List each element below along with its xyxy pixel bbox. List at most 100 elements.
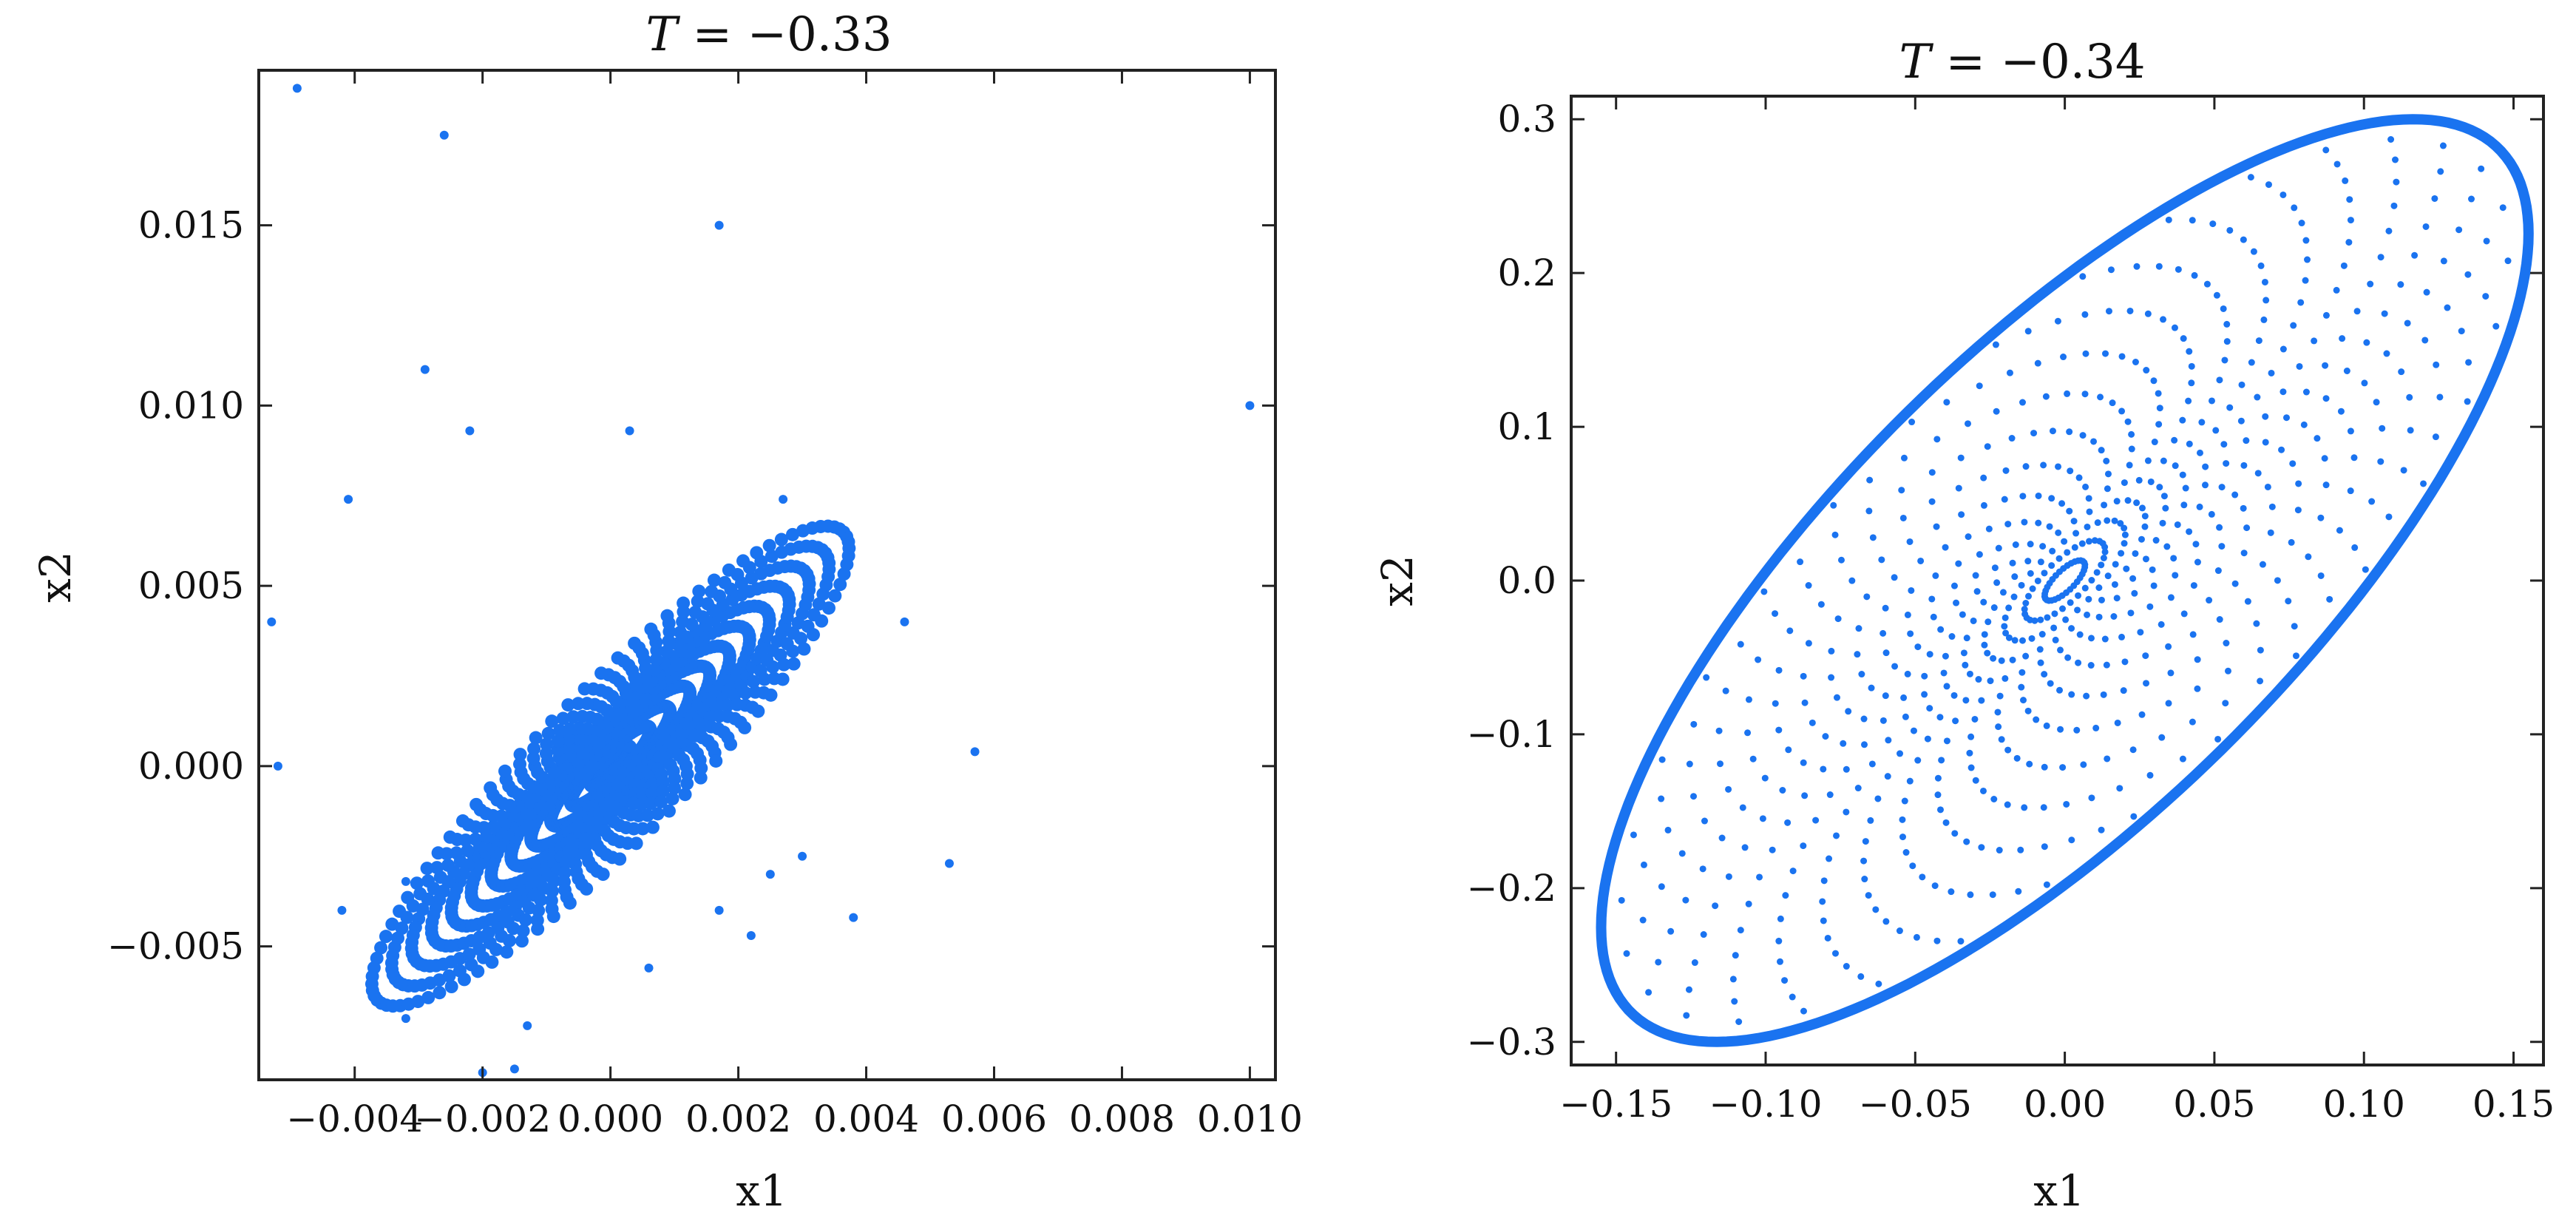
chart-right-spiral-point [1785,746,1792,754]
chart-left-cluster-point [468,832,482,846]
chart-left-cluster-point [410,876,424,890]
chart-right-spiral-point [2322,311,2330,319]
chart-right-spiral-point [2129,746,2137,754]
chart-right-spiral-point [2043,722,2050,729]
chart-right-spiral-point [2121,658,2129,666]
chart-right-spiral-point [1786,627,1794,635]
chart-left-cluster-point [833,578,847,592]
chart-right-spiral-point [2174,521,2181,528]
chart-right-spiral-point [1731,998,1738,1005]
chart-right-spiral-point [1875,980,1882,987]
chart-right-spiral-point [2179,416,2186,424]
chart-right-spiral-point [2248,359,2255,366]
chart-right-spiral-point [2253,620,2260,627]
chart-right-spiral-point [2167,669,2175,677]
chart-left-cluster-point [815,614,829,628]
chart-right-spiral-point [1848,577,1856,584]
chart-right-spiral-point [2290,322,2297,329]
chart-right-spiral-point [2208,397,2215,405]
chart-right-spiral-point [2201,481,2209,489]
chart-right-spiral-point [2121,524,2128,532]
chart-right-spiral-point [2037,659,2044,666]
chart-right-spiral-point [1769,846,1776,853]
chart-right-spiral-point [2240,461,2248,469]
chart-right-spiral-point [2121,479,2128,487]
chart-right-spiral-point [2444,304,2451,311]
chart-left-x-ticks: −0.004−0.002 0.000 0.002 0.004 0.006 0.008 0.0… [286,70,1303,1140]
chart-left-cluster-point [594,666,609,680]
chart-right-spiral-point [2081,564,2089,571]
chart-right-spiral-point [2072,530,2080,537]
chart-right-spiral-point [2342,177,2349,184]
chart-right-spiral-point [1658,756,1666,763]
chart-right-spiral-point [1845,708,1852,715]
chart-right-spiral-point [2209,220,2217,228]
chart-right-spiral-point [2437,168,2444,175]
chart-right-spiral-point [1712,902,1719,910]
chart-left-cluster-point [534,893,548,907]
chart-right-spiral-point [2057,726,2064,733]
chart-right-spiral-point [2042,393,2050,400]
chart-left-cluster-point [431,846,445,860]
chart-right-spiral-point [2240,504,2247,512]
chart-left-outlier-point [746,931,756,940]
chart-right-spiral-point [2291,204,2298,212]
chart-right-spiral-point [2156,484,2163,491]
chart-left-cluster-point [561,698,575,712]
chart-right-spiral-point [2034,577,2041,584]
chart-right-spiral-point [2321,455,2328,462]
chart-right-spiral-point [1739,804,1746,811]
chart-right-spiral-point [1899,514,1907,521]
chart-right-spiral-point [2397,281,2404,288]
chart-right-spiral-point [1908,419,1916,426]
chart-left-cluster-point [577,682,592,696]
chart-left-cluster-point [487,819,501,834]
chart-left-outlier-point [273,761,282,771]
chart-right-spiral-point [2182,484,2189,492]
chart-left-cluster-point [441,858,455,872]
chart-right-spiral-point [1618,896,1625,904]
chart-right-spiral-point [1715,727,1723,734]
chart-right-spiral-point [2037,558,2044,566]
chart-left-cluster-point [707,573,721,587]
chart-right-spiral-point [1992,341,1999,348]
chart-right-spiral-point [1996,692,2004,700]
chart-left-cluster-point [757,672,771,686]
chart-right-spiral-point [2128,430,2135,438]
chart-right-spiral-point [2189,718,2196,726]
chart-right-spiral-point [2043,881,2050,888]
chart-left-cluster-point [411,995,425,1009]
chart-right-spiral-point [2121,531,2129,538]
chart-right-spiral-point [2250,248,2257,255]
chart-right-spiral-point [2101,501,2108,509]
chart-right-spiral-point [2422,223,2430,230]
chart-right-spiral-point [1967,891,1974,899]
chart-right-spiral-point [1931,882,1939,890]
chart-right-spiral-point [1837,556,1845,564]
chart-left-outlier-point [625,426,634,436]
chart-right-spiral-point [1639,916,1647,924]
chart-right-spiral-point [2467,195,2475,203]
chart-right-spiral-point [1899,834,1906,841]
chart-right-spiral-point [2347,487,2354,495]
chart-left-cluster-point [450,846,464,860]
chart-left-outlier-point [849,913,858,922]
chart-left-cluster-point [444,980,458,994]
chart-right-spiral-point [2294,507,2302,514]
chart-right-spiral-point [2231,491,2239,498]
chart-right-spiral-point [2322,481,2330,489]
chart-right-spiral-point [2191,271,2198,279]
chart-right-spiral-point [2198,419,2206,426]
chart-right-spiral-point [2343,368,2350,375]
chart-right-spiral-point [1928,498,1936,505]
chart-right-ylabel: x2 [1372,555,1423,606]
chart-right-spiral-point [2218,543,2226,550]
chart-right-spiral-point [2027,569,2034,577]
chart-left-y-tick-label: 0.005 [138,564,244,607]
chart-right-spiral-point [2041,763,2048,771]
chart-right-spiral-point [2027,541,2034,548]
chart-right-spiral-point [2104,755,2111,763]
chart-left-data [267,84,1255,1078]
chart-right-spiral-point [2333,160,2341,168]
chart-right-spiral-point [2133,263,2141,270]
